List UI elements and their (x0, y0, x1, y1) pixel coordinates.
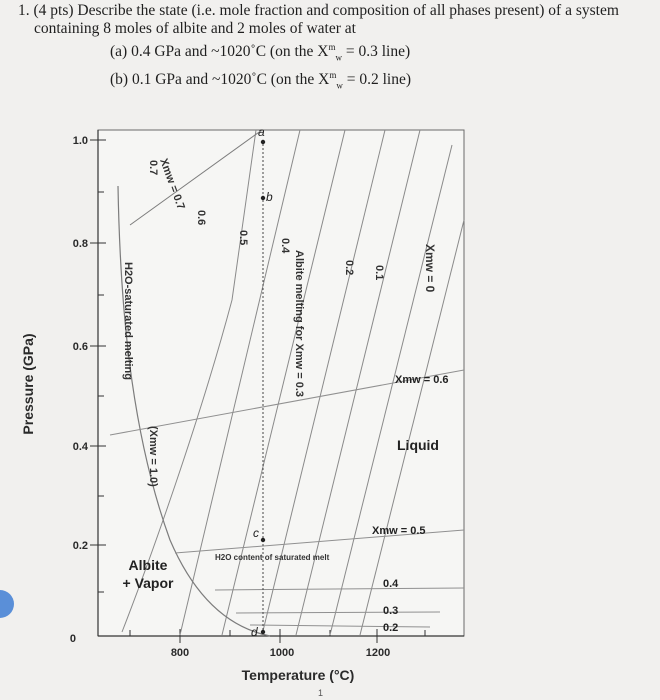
solidus-annotation: (Xmw = 1.0) (147, 426, 159, 487)
part-a-sup: m (328, 42, 336, 52)
isopleth-label: 0.7 (147, 160, 159, 175)
y-tick-label: 0.2 (73, 540, 88, 552)
x-tick-label: 1200 (366, 647, 390, 659)
point-d-marker (260, 629, 266, 635)
contour-label: 0.4 (383, 578, 399, 590)
overlay-badge[interactable] (0, 590, 14, 618)
y-tick-label: 0.8 (73, 238, 88, 250)
contour-label: Xmw = 0.5 (372, 525, 426, 537)
point-c-label: c (253, 526, 259, 540)
isopleth-line (295, 129, 421, 636)
question-stem-1: Describe the state (i.e. mole fraction a… (77, 2, 619, 19)
y-tick-label: 0 (70, 633, 76, 645)
point-c-marker (260, 537, 266, 543)
isopleth-line (359, 219, 465, 636)
field-label-vapor: + Vapor (123, 575, 175, 591)
contour-label: 0.3 (383, 605, 398, 617)
contour-line (174, 529, 465, 554)
isopleth-line (221, 129, 346, 636)
isopleth-label: 0.5 (237, 230, 249, 245)
question-number: 1. (18, 2, 30, 19)
plot-frame (97, 129, 465, 637)
part-b-tail: = 0.2 line) (342, 71, 412, 89)
question-text: 1. (4 pts) Describe the state (i.e. mole… (18, 2, 654, 95)
point-d-label: d (251, 625, 258, 639)
part-b-sup: m (329, 70, 337, 81)
isopleth-label: 0.2 (343, 260, 355, 275)
point-a-label: a (258, 125, 265, 139)
x-tick-label: 1000 (270, 647, 294, 659)
point-b-marker (260, 195, 266, 201)
contour-line (109, 369, 465, 436)
part-a-conditions: 0.4 GPa and ~1020˚C (on the X (131, 43, 329, 61)
part-b-sub: w (336, 80, 343, 91)
field-label-liquid: Liquid (397, 437, 439, 453)
phase-diagram: 1.0 0.8 0.6 0.4 0.2 0 800 1000 1200 Temp… (20, 125, 465, 683)
page-number: 1 (318, 688, 324, 698)
part-b-label: (b) (110, 71, 129, 89)
y-ticks (90, 139, 106, 593)
zero-isopleth-label: Xmw = 0 (423, 244, 437, 293)
question-line-2: containing 8 moles of albite and 2 moles… (18, 20, 654, 38)
isopleth-label: 0.1 (373, 265, 385, 280)
isopleth-line (261, 129, 386, 636)
isopleth-line (329, 144, 453, 636)
part-a-sub: w (335, 52, 342, 63)
question-line-1: 1. (4 pts) Describe the state (i.e. mole… (18, 2, 654, 20)
contour-label: Xmw = 0.6 (395, 374, 449, 386)
solidus-upper-branch (129, 129, 263, 226)
point-a-marker (260, 139, 266, 145)
question-points: (4 pts) (33, 2, 74, 19)
contour-label: 0.2 (383, 622, 398, 634)
question-part-b: (b) 0.1 GPa and ~1020˚C (on the Xmw = 0.… (18, 66, 654, 94)
saturated-solidus-curve (117, 185, 271, 637)
point-b-label: b (266, 190, 273, 204)
x-tick-label: 800 (171, 647, 189, 659)
isopleth-label: 0.4 (279, 238, 291, 254)
isopleth-lines (121, 129, 465, 636)
isopleth-line (121, 129, 257, 633)
x-axis-label: Temperature (°C) (242, 667, 355, 683)
saturated-melt-contours (109, 369, 465, 628)
part-a-tail: = 0.3 line) (341, 43, 411, 61)
contour-line (235, 611, 441, 614)
part-a-label: (a) (110, 43, 128, 61)
y-tick-label: 1.0 (73, 135, 88, 147)
y-tick-label: 0.6 (73, 341, 88, 353)
y-axis-label: Pressure (GPa) (20, 333, 36, 434)
contour-line (214, 587, 465, 591)
part-b-conditions: 0.1 GPa and ~1020˚C (on the X (131, 71, 330, 89)
field-label-albite: Albite (129, 557, 168, 573)
contour-line (249, 624, 431, 628)
saturated-melt-title: H2O content of saturated melt (215, 553, 330, 562)
isopleth-title: Albite melting for Xmw = 0.3 (293, 250, 305, 397)
question-part-a: (a) 0.4 GPa and ~1020˚C (on the Xmw = 0.… (18, 38, 654, 66)
isopleth-label: 0.6 (195, 210, 207, 225)
y-tick-label: 0.4 (73, 441, 89, 453)
solidus-label: H2O-saturated melting (122, 262, 134, 380)
question-stem-2: containing 8 moles of albite and 2 moles… (34, 20, 356, 37)
state-points (260, 139, 266, 635)
